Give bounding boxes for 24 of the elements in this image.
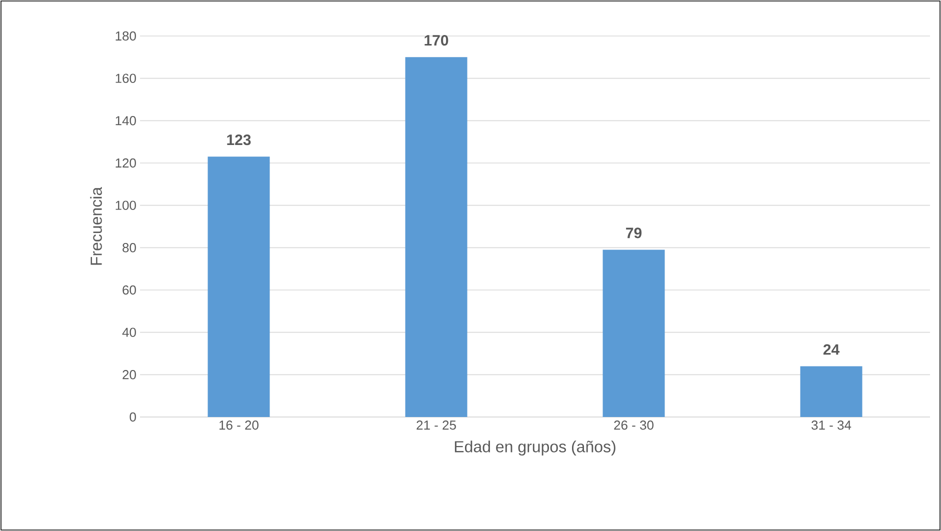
data-label: 123 (227, 134, 251, 146)
bar (800, 366, 862, 417)
bar (602, 250, 665, 417)
x-tick-label: 31 - 34 (812, 420, 852, 430)
data-label: 79 (626, 228, 642, 238)
x-tick-label: 26 - 30 (614, 420, 654, 430)
y-tick-label: 80 (122, 243, 136, 252)
x-axis-title: Edad en grupos (años) (454, 440, 616, 456)
y-tick-label: 120 (116, 158, 136, 168)
y-tick-label: 20 (122, 370, 136, 380)
y-tick-label: 140 (116, 116, 136, 126)
bar (405, 57, 468, 417)
y-tick-label: 0 (130, 412, 136, 422)
x-tick-label: 16 - 20 (220, 420, 258, 430)
x-tick-label: 21 - 25 (416, 420, 456, 430)
bar (208, 156, 270, 417)
y-axis-title: Frecuencia (90, 186, 102, 265)
y-tick-label: 180 (116, 31, 136, 41)
y-tick-label: 40 (122, 328, 136, 337)
y-tick-label: 60 (122, 285, 136, 295)
data-label: 170 (424, 35, 448, 46)
y-tick-label: 100 (116, 200, 136, 210)
data-label: 24 (823, 344, 840, 355)
y-tick-label: 160 (116, 74, 136, 83)
